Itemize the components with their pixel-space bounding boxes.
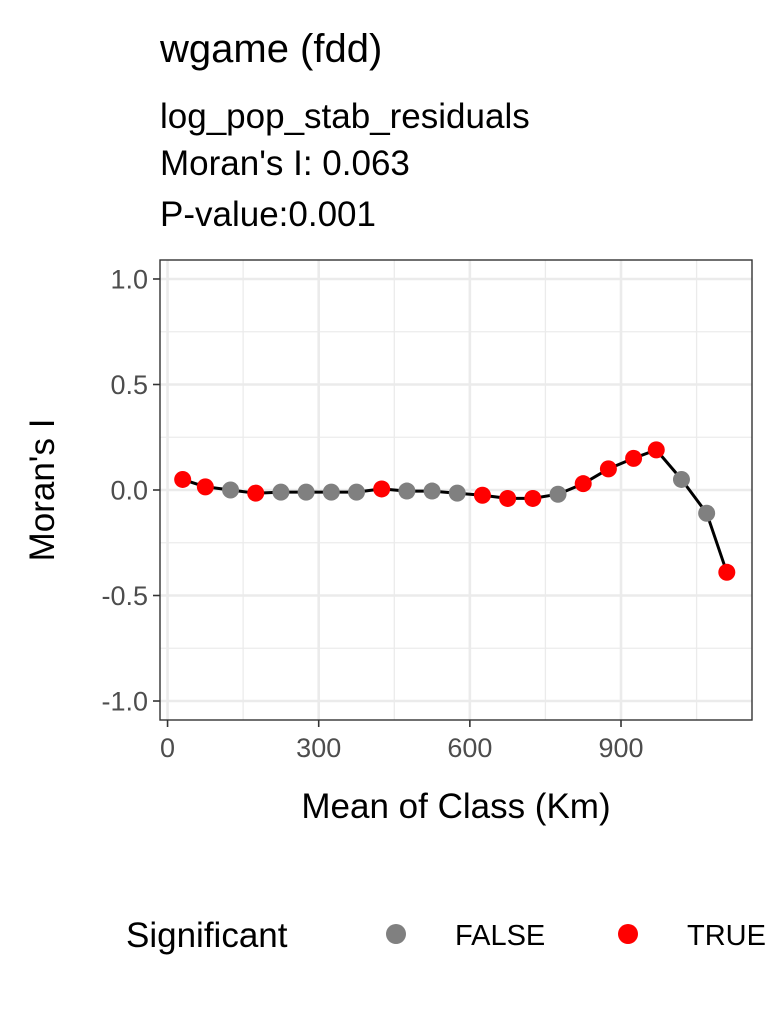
x-tick-label: 300 [296, 733, 341, 763]
chart-subtitle-variable: log_pop_stab_residuals [160, 97, 530, 136]
data-point-significant [599, 460, 617, 478]
data-point-not-significant [272, 483, 290, 501]
data-point-significant [247, 484, 265, 502]
legend-key-false [386, 924, 406, 944]
data-point-significant [196, 478, 214, 496]
data-point-not-significant [322, 483, 340, 501]
legend-title: Significant [126, 916, 288, 955]
x-tick-label: 900 [598, 733, 643, 763]
legend-key-true [618, 924, 638, 944]
legend: Significant FALSE TRUE [126, 916, 766, 955]
chart-subtitle-morans-i: Moran's I: 0.063 [160, 144, 410, 183]
data-point-significant [574, 475, 592, 493]
x-axis-title: Mean of Class (Km) [301, 787, 610, 826]
y-tick-label: 0.5 [110, 370, 148, 400]
data-point-not-significant [347, 483, 365, 501]
data-point-not-significant [448, 484, 466, 502]
chart-title: wgame (fdd) [159, 27, 382, 71]
data-point-significant [647, 441, 665, 459]
data-point-significant [499, 489, 517, 507]
data-point-not-significant [423, 482, 441, 500]
legend-label-true: TRUE [687, 920, 766, 952]
y-tick-label: 1.0 [110, 264, 148, 294]
data-point-significant [174, 470, 192, 488]
data-point-significant [718, 563, 736, 581]
data-point-significant [373, 480, 391, 498]
y-tick-label: -0.5 [101, 581, 148, 611]
y-tick-label: -1.0 [101, 687, 148, 717]
x-axis: 0 300 600 900 [160, 720, 644, 763]
chart-subtitle-p-value: P-value:0.001 [160, 195, 376, 234]
data-point-not-significant [698, 504, 716, 522]
y-axis: -1.0 -0.5 0.0 0.5 1.0 [101, 264, 160, 717]
data-point-not-significant [398, 482, 416, 500]
data-point-not-significant [297, 483, 315, 501]
x-tick-label: 600 [447, 733, 492, 763]
x-tick-label: 0 [160, 733, 175, 763]
data-point-significant [473, 486, 491, 504]
data-point-not-significant [672, 470, 690, 488]
data-point-significant [524, 489, 542, 507]
y-axis-title: Moran's I [23, 419, 62, 562]
data-points [174, 441, 736, 581]
y-tick-label: 0.0 [110, 476, 148, 506]
data-point-not-significant [549, 485, 567, 503]
legend-label-false: FALSE [455, 920, 545, 952]
data-point-significant [625, 449, 643, 467]
data-point-not-significant [222, 481, 240, 499]
